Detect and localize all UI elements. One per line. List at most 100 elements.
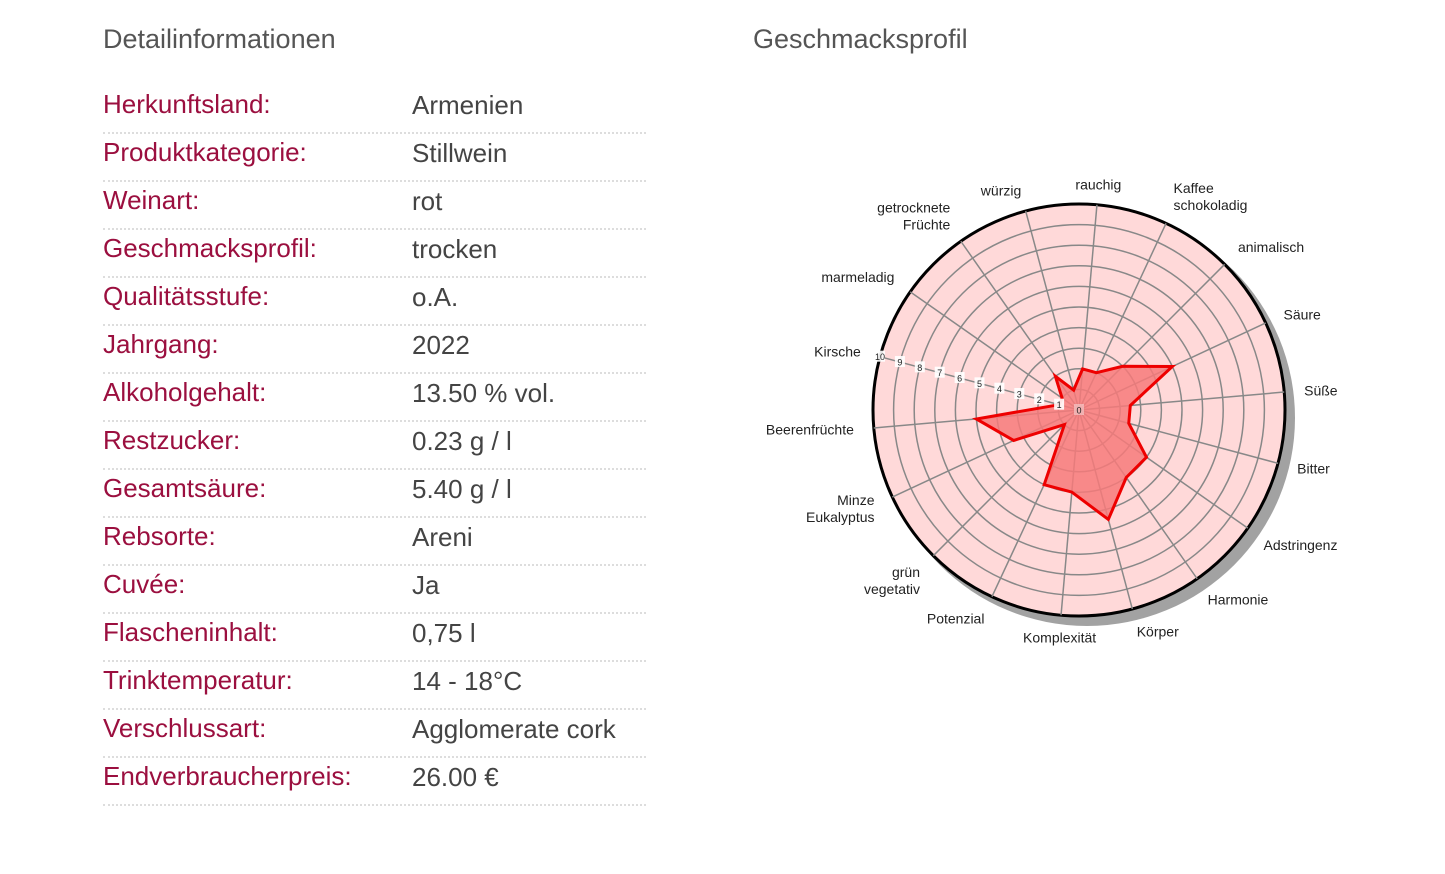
grid-spoke — [909, 291, 1080, 411]
axis-label-line: Kirsche — [814, 344, 861, 360]
detail-value: trocken — [412, 234, 498, 264]
detail-label: Alkoholgehalt: — [103, 377, 267, 407]
axis-label-line: Säure — [1283, 307, 1321, 323]
detail-row: Jahrgang: 2022 — [103, 326, 646, 374]
axis-label: Körper — [1137, 623, 1179, 639]
detail-value: Ja — [412, 570, 440, 600]
axis-label-line: Körper — [1137, 623, 1179, 639]
tick-label: 0 — [1076, 406, 1081, 416]
axis-label: Bitter — [1297, 460, 1330, 476]
detail-label: Geschmacksprofil: — [103, 233, 317, 263]
taste-profile-radar-chart: 0 1 2 3 4 5 6 7 8 9 10 rauchig Kaffee schokoladig anim… — [766, 176, 1338, 646]
detail-value: 13.50 % vol. — [412, 378, 556, 408]
tick-box — [914, 361, 925, 373]
axis-label: rauchig — [1075, 176, 1121, 192]
detail-row: Herkunftsland: Armenien — [103, 86, 646, 134]
axis-label-line: Süße — [1304, 382, 1338, 398]
tick-box — [994, 382, 1005, 394]
axis-label-line: Früchte — [903, 217, 951, 233]
tick-label: 8 — [917, 363, 922, 373]
axis-label-line: Minze — [837, 492, 875, 508]
detail-value: 14 - 18°C — [412, 666, 523, 696]
axis-label: Minze Eukalyptus — [806, 492, 875, 525]
tick-box — [934, 366, 945, 378]
grid-ring — [934, 265, 1224, 555]
detail-row: Endverbraucherpreis: 26.00 € — [103, 758, 646, 806]
axis-label-line: Bitter — [1297, 460, 1330, 476]
axis-label: marmeladig — [821, 269, 894, 285]
detail-value: Areni — [412, 522, 473, 552]
axis-label: Komplexität — [1023, 630, 1096, 646]
tick-label: 4 — [997, 384, 1002, 394]
detail-row: Cuvée: Ja — [103, 566, 646, 614]
axis-label: Kaffee schokoladig — [1174, 180, 1248, 213]
axis-label: Beerenfrüchte — [766, 422, 854, 438]
axis-label: Süße — [1304, 382, 1338, 398]
axis-label: Säure — [1283, 307, 1321, 323]
details-heading: Detailinformationen — [103, 24, 336, 54]
axis-label-line: vegetativ — [864, 581, 920, 597]
tick-box — [974, 377, 985, 389]
detail-label: Trinktemperatur: — [103, 665, 293, 695]
axis-label: Kirsche — [814, 344, 861, 360]
grid-spoke — [932, 409, 1080, 557]
axis-label-line: Potenzial — [927, 611, 985, 627]
axis-label-line: Adstringenz — [1264, 537, 1338, 553]
detail-value: o.A. — [412, 282, 459, 312]
detail-row: Produktkategorie: Stillwein — [103, 134, 646, 182]
tick-box — [954, 372, 965, 384]
detail-value: Armenien — [412, 90, 524, 120]
axis-label-line: marmeladig — [821, 269, 894, 285]
axis-label-line: animalisch — [1238, 239, 1304, 255]
detail-value: rot — [412, 186, 443, 216]
details-table: Herkunftsland: Armenien Produktkategorie: S… — [103, 86, 646, 806]
axis-label: getrocknete Früchte — [877, 200, 950, 233]
axis-label-line: Eukalyptus — [806, 509, 874, 525]
axis-label-line: Kaffee — [1174, 180, 1214, 196]
axis-label: animalisch — [1238, 239, 1304, 255]
tick-label: 10 — [875, 352, 885, 362]
detail-row: Alkoholgehalt: 13.50 % vol. — [103, 374, 646, 422]
data-polygon — [972, 364, 1177, 522]
detail-label: Endverbraucherpreis: — [103, 761, 352, 791]
detail-row: Trinktemperatur: 14 - 18°C — [103, 662, 646, 710]
axis-label-line: Komplexität — [1023, 630, 1096, 646]
detail-value: Stillwein — [412, 138, 508, 168]
tick-label: 7 — [937, 368, 942, 378]
detail-label: Jahrgang: — [103, 329, 219, 359]
detail-value: 2022 — [412, 330, 470, 360]
detail-label: Restzucker: — [103, 425, 241, 455]
detail-row: Gesamtsäure: 5.40 g / l — [103, 470, 646, 518]
axis-label-line: grün — [892, 564, 920, 580]
axis-label-line: schokoladig — [1174, 197, 1248, 213]
tick-box — [1014, 388, 1025, 400]
grid-ring — [913, 244, 1245, 576]
tick-box — [1054, 398, 1065, 410]
grid-ring — [954, 285, 1204, 535]
axis-label-line: getrocknete — [877, 200, 950, 216]
tick-label: 2 — [1037, 395, 1042, 405]
detail-row: Verschlussart: Agglomerate cork — [103, 710, 646, 758]
detail-value: 5.40 g / l — [412, 474, 512, 504]
tick-label: 9 — [897, 358, 902, 368]
grid-ring — [975, 306, 1183, 514]
detail-label: Gesamtsäure: — [103, 473, 267, 503]
axis-label: Adstringenz — [1264, 537, 1338, 553]
axis-label-line: rauchig — [1075, 176, 1121, 192]
taste-profile-heading: Geschmacksprofil — [753, 24, 968, 54]
detail-label: Weinart: — [103, 185, 200, 215]
tick-box — [875, 350, 886, 362]
detail-value: 26.00 € — [412, 762, 499, 792]
detail-label: Flascheninhalt: — [103, 617, 278, 647]
detail-row: Flascheninhalt: 0,75 l — [103, 614, 646, 662]
detail-label: Rebsorte: — [103, 521, 216, 551]
axis-label: grün vegetativ — [864, 564, 920, 597]
detail-label: Herkunftsland: — [103, 89, 271, 119]
tick-box — [1034, 393, 1045, 405]
tick-box — [894, 356, 905, 368]
detail-value: Agglomerate cork — [412, 714, 616, 744]
axis-label: würzig — [980, 183, 1021, 199]
axis-label: Harmonie — [1208, 592, 1269, 608]
detail-value: 0,75 l — [412, 618, 476, 648]
tick-box — [1074, 404, 1084, 415]
